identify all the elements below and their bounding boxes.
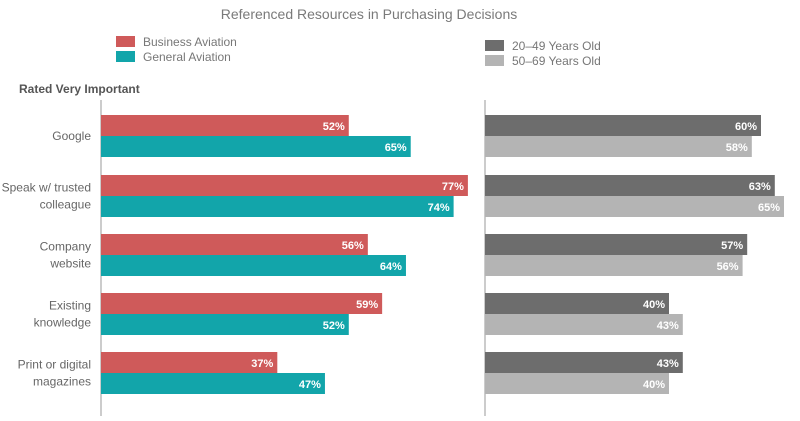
bar bbox=[485, 175, 775, 196]
bar-value-labels: 52% 77% 56% 59% 37% 65% 74% 64% 52% 47% 60% 63% 57% 4… bbox=[251, 121, 780, 391]
bars bbox=[101, 115, 784, 394]
category-label: Print or digital bbox=[18, 358, 91, 372]
bar bbox=[101, 352, 278, 373]
bar-value-label: 58% bbox=[726, 142, 748, 154]
bar-value-label: 77% bbox=[442, 181, 464, 193]
bar-value-label: 57% bbox=[721, 240, 743, 252]
bar bbox=[485, 196, 784, 217]
bar bbox=[101, 255, 406, 276]
bar-value-label: 40% bbox=[643, 299, 665, 311]
bar-value-label: 52% bbox=[323, 121, 345, 133]
bar bbox=[101, 136, 411, 157]
chart-title: Referenced Resources in Purchasing Decis… bbox=[221, 6, 517, 22]
category-label: Company bbox=[40, 240, 91, 254]
bar-value-label: 52% bbox=[323, 320, 345, 332]
bar bbox=[101, 234, 368, 255]
legend-label: 50–69 Years Old bbox=[512, 54, 601, 68]
category-label: knowledge bbox=[34, 316, 92, 330]
category-labels: Google Speak w/ trusted colleague Company we… bbox=[2, 129, 92, 389]
bar bbox=[485, 234, 748, 255]
legend-label: 20–49 Years Old bbox=[512, 39, 601, 53]
bar-value-label: 37% bbox=[251, 358, 273, 370]
bar bbox=[101, 175, 468, 196]
category-label: Google bbox=[52, 129, 91, 143]
bar-value-label: 60% bbox=[735, 121, 757, 133]
bar-value-label: 74% bbox=[428, 202, 450, 214]
bar bbox=[485, 255, 743, 276]
bar bbox=[485, 293, 669, 314]
category-label: Speak w/ trusted bbox=[2, 181, 91, 195]
bar-value-label: 63% bbox=[749, 181, 771, 193]
bar bbox=[485, 314, 683, 335]
bar-value-label: 64% bbox=[380, 261, 402, 273]
bar-value-label: 59% bbox=[356, 299, 378, 311]
bar-value-label: 65% bbox=[758, 202, 780, 214]
legend-swatch bbox=[116, 36, 135, 47]
legend-swatch bbox=[485, 55, 504, 66]
category-label: magazines bbox=[33, 375, 91, 389]
bar bbox=[101, 293, 383, 314]
bar-value-label: 40% bbox=[643, 379, 665, 391]
bar-value-label: 47% bbox=[299, 379, 321, 391]
legend-label: Business Aviation bbox=[143, 35, 237, 49]
bar bbox=[101, 373, 325, 394]
category-label: Existing bbox=[49, 299, 91, 313]
legend-label: General Aviation bbox=[143, 50, 231, 64]
bar-value-label: 65% bbox=[385, 142, 407, 154]
legend-swatch bbox=[485, 40, 504, 51]
bar bbox=[101, 196, 454, 217]
chart-subtitle: Rated Very Important bbox=[19, 82, 140, 96]
bar bbox=[485, 136, 752, 157]
bar-value-label: 56% bbox=[342, 240, 364, 252]
bar bbox=[485, 373, 669, 394]
bar-value-label: 43% bbox=[657, 358, 679, 370]
legend-swatch bbox=[116, 51, 135, 62]
bar bbox=[485, 115, 761, 136]
category-label: website bbox=[49, 257, 91, 271]
bar bbox=[485, 352, 683, 373]
bar bbox=[101, 115, 349, 136]
bar bbox=[101, 314, 349, 335]
bar-value-label: 56% bbox=[717, 261, 739, 273]
category-label: colleague bbox=[40, 198, 92, 212]
bar-value-label: 43% bbox=[657, 320, 679, 332]
